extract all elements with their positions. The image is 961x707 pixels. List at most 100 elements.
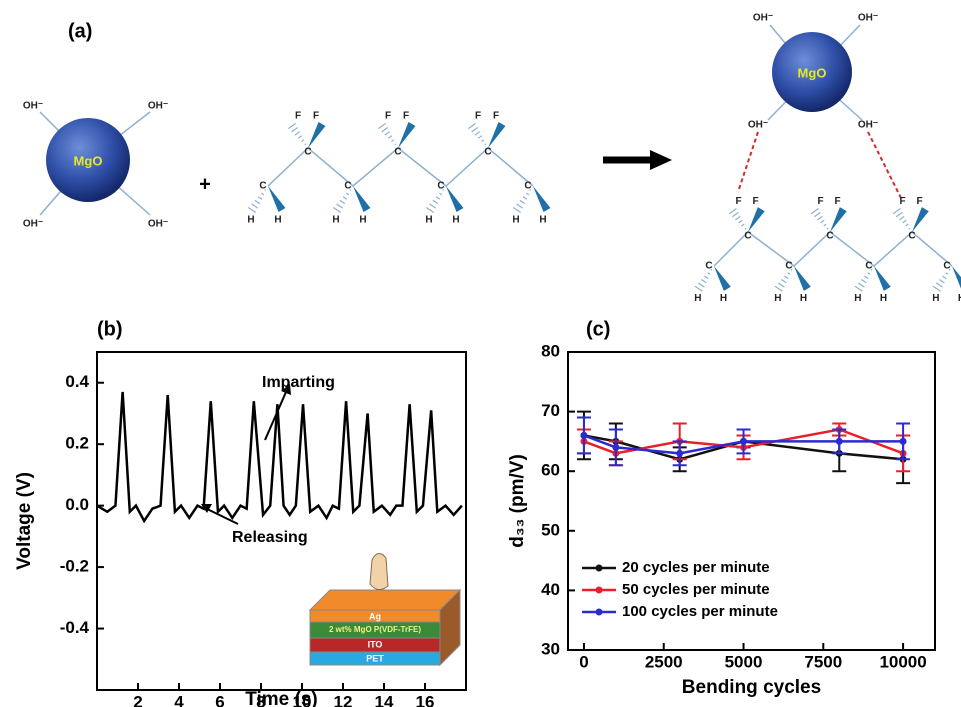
h-atom: H [274,215,281,226]
y-tick-label: 70 [541,401,560,420]
y-tick-label: 0.0 [65,495,89,514]
marker [835,437,843,445]
wedge-bond [353,186,371,213]
f-atom: F [313,111,319,122]
hydrogen-bond [737,131,903,201]
f-atom: F [753,196,759,207]
f-atom: F [817,196,823,207]
layer-label: 2 wt% MgO P(VDF-TrFE) [329,625,421,634]
y-tick-label: -0.4 [60,618,90,637]
c-atom: C [744,231,751,242]
h-atom: H [332,215,339,226]
x-tick-label: 16 [416,692,435,707]
legend-marker [595,608,603,616]
reaction-arrow-head [650,150,672,170]
h-atom: H [512,215,519,226]
legend-marker [595,564,603,572]
wedge-bond [533,186,551,213]
plus: + [199,173,211,195]
annotation: Releasing [232,529,308,546]
hashed-bond [288,122,307,146]
c-atom: C [705,261,712,272]
oh: OH⁻ [23,101,43,112]
marker [580,431,588,439]
wedge-bond [874,266,891,291]
c-atom: C [344,181,351,192]
annotation-arrow [204,507,239,525]
h-atom: H [452,215,459,226]
hashed-bond [932,268,951,292]
layer-label: ITO [368,639,383,649]
oh: OH⁻ [148,101,168,112]
hashed-bond [810,207,829,230]
annotation: Imparting [262,374,335,391]
x-tick-label: 14 [375,692,394,707]
hashed-bond [512,189,532,213]
wedge-bond [398,121,416,148]
c-atom: C [484,147,491,158]
wedge-bond [714,266,731,291]
h-atom: H [720,293,727,304]
x-axis-label: Time (s) [245,689,318,707]
wedge-bond [794,266,811,291]
x-tick-label: 10 [293,692,312,707]
wedge-bond [446,186,464,213]
oh: OH⁻ [748,120,768,131]
wedge-bond [830,207,847,232]
wedge-bond [912,207,929,232]
panel-label: (c) [586,318,610,340]
h-atom: H [932,293,939,304]
h-atom: H [539,215,546,226]
f-atom: F [295,111,301,122]
layer-label: PET [366,653,384,663]
panel-label: (b) [97,318,123,340]
f-atom: F [493,111,499,122]
h-atom: H [694,293,701,304]
f-atom: F [403,111,409,122]
hashed-bond [694,268,713,292]
x-tick-label: 8 [256,692,265,707]
hashed-bond [247,189,267,213]
mgo-sphere [772,32,852,112]
oh: OH⁻ [23,219,43,230]
hashed-bond [468,122,487,146]
hashed-bond [854,268,873,292]
h-atom: H [359,215,366,226]
c-atom: C [785,261,792,272]
device-inset [308,553,462,667]
legend-marker [595,586,603,594]
wedge-bond [308,121,326,148]
hashed-bond [892,207,911,230]
h-atom: H [774,293,781,304]
f-atom: F [475,111,481,122]
wedge-bond [268,186,286,213]
y-tick-label: 0.4 [65,372,89,391]
c-atom: C [908,231,915,242]
h-atom: H [854,293,861,304]
data-line [96,391,463,524]
x-tick-label: 0 [579,652,588,671]
wedge-bond [952,266,961,289]
c-atom: C [259,181,266,192]
h-atom: H [880,293,887,304]
y-tick-label: 60 [541,461,560,480]
c-atom: C [394,147,401,158]
c-atom: C [304,147,311,158]
x-tick-label: 4 [174,692,184,707]
marker [740,437,748,445]
h-atom: H [247,215,254,226]
c-atom: C [524,181,531,192]
wedge-bond [488,121,506,148]
f-atom: F [835,196,841,207]
panel-label: (a) [68,20,92,42]
hashed-bond [332,189,352,213]
y-tick-label: 40 [541,580,560,599]
y-axis-label: Voltage (V) [14,472,35,570]
layer-label: Ag [369,611,381,621]
data-line [583,428,904,455]
x-tick-label: 10000 [879,652,926,671]
marker [612,443,620,451]
legend-label: 100 cycles per minute [622,603,778,620]
y-tick-label: -0.2 [60,557,89,576]
hashed-bond [425,189,445,213]
